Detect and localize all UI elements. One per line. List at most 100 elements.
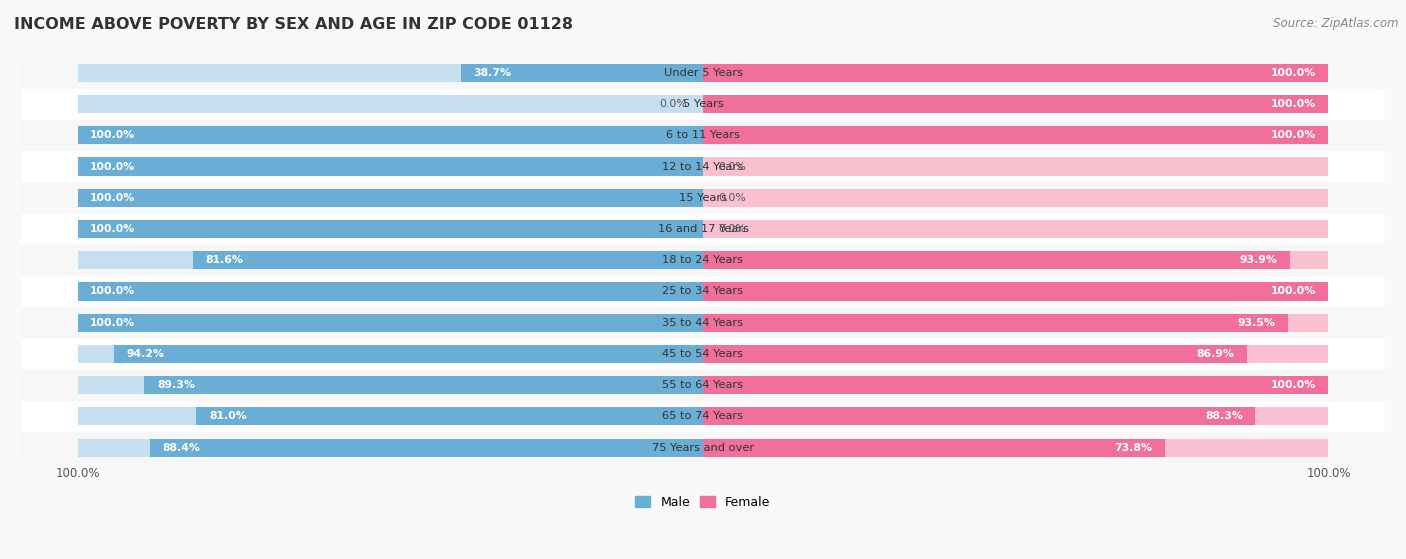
Text: 100.0%: 100.0% — [90, 286, 135, 296]
Text: 25 to 34 Years: 25 to 34 Years — [662, 286, 744, 296]
Bar — [150, 439, 703, 457]
Bar — [77, 345, 703, 363]
FancyBboxPatch shape — [21, 151, 1385, 182]
FancyBboxPatch shape — [21, 245, 1385, 276]
Text: 0.0%: 0.0% — [718, 224, 747, 234]
Bar — [77, 408, 703, 425]
Bar — [77, 95, 703, 113]
FancyBboxPatch shape — [21, 338, 1385, 369]
FancyBboxPatch shape — [21, 57, 1385, 88]
Bar — [77, 189, 703, 207]
Bar — [703, 345, 1329, 363]
Text: 45 to 54 Years: 45 to 54 Years — [662, 349, 744, 359]
Bar — [703, 314, 1329, 331]
Bar — [703, 439, 1329, 457]
Text: 93.5%: 93.5% — [1237, 318, 1275, 328]
Bar — [77, 314, 703, 331]
FancyBboxPatch shape — [21, 432, 1385, 463]
Bar — [77, 64, 703, 82]
Text: 15 Years: 15 Years — [679, 193, 727, 203]
Text: 100.0%: 100.0% — [1271, 380, 1316, 390]
Bar — [703, 126, 1329, 144]
Text: 12 to 14 Years: 12 to 14 Years — [662, 162, 744, 172]
Bar — [703, 95, 1329, 113]
Bar — [703, 126, 1329, 144]
Text: 100.0%: 100.0% — [90, 318, 135, 328]
Bar — [703, 251, 1329, 269]
Text: 100.0%: 100.0% — [1271, 130, 1316, 140]
Text: 0.0%: 0.0% — [718, 162, 747, 172]
Bar — [77, 282, 703, 301]
Text: 89.3%: 89.3% — [157, 380, 195, 390]
Bar — [703, 189, 1329, 207]
Bar — [703, 64, 1329, 82]
FancyBboxPatch shape — [21, 401, 1385, 432]
FancyBboxPatch shape — [21, 307, 1385, 338]
Bar — [703, 64, 1329, 82]
FancyBboxPatch shape — [21, 276, 1385, 307]
Bar — [703, 158, 1329, 176]
Bar — [77, 126, 703, 144]
Text: 94.2%: 94.2% — [127, 349, 165, 359]
Text: 38.7%: 38.7% — [474, 68, 512, 78]
Bar — [703, 95, 1329, 113]
Text: 88.4%: 88.4% — [163, 443, 201, 453]
Bar — [703, 251, 1291, 269]
Text: 100.0%: 100.0% — [90, 224, 135, 234]
Text: 55 to 64 Years: 55 to 64 Years — [662, 380, 744, 390]
Bar — [77, 126, 703, 144]
Legend: Male, Female: Male, Female — [630, 491, 776, 514]
Bar — [703, 376, 1329, 394]
FancyBboxPatch shape — [21, 182, 1385, 214]
Bar — [77, 251, 703, 269]
FancyBboxPatch shape — [21, 214, 1385, 245]
Bar — [703, 408, 1256, 425]
Bar — [703, 439, 1164, 457]
Bar — [703, 314, 1288, 331]
Text: 100.0%: 100.0% — [90, 193, 135, 203]
Text: 75 Years and over: 75 Years and over — [652, 443, 754, 453]
Bar — [77, 314, 703, 331]
Text: 81.0%: 81.0% — [209, 411, 246, 421]
Bar — [77, 158, 703, 176]
Text: 65 to 74 Years: 65 to 74 Years — [662, 411, 744, 421]
Text: 100.0%: 100.0% — [1306, 467, 1351, 480]
FancyBboxPatch shape — [21, 120, 1385, 151]
Bar — [77, 220, 703, 238]
Text: 73.8%: 73.8% — [1114, 443, 1152, 453]
Text: 16 and 17 Years: 16 and 17 Years — [658, 224, 748, 234]
Text: 100.0%: 100.0% — [1271, 68, 1316, 78]
Bar — [145, 376, 703, 394]
Text: 0.0%: 0.0% — [659, 99, 688, 109]
Bar — [703, 376, 1329, 394]
Text: 100.0%: 100.0% — [90, 130, 135, 140]
Bar — [703, 408, 1329, 425]
Text: 93.9%: 93.9% — [1240, 255, 1278, 265]
Bar — [77, 282, 703, 301]
Text: 86.9%: 86.9% — [1197, 349, 1234, 359]
Text: 0.0%: 0.0% — [718, 193, 747, 203]
Text: 18 to 24 Years: 18 to 24 Years — [662, 255, 744, 265]
FancyBboxPatch shape — [21, 88, 1385, 120]
Bar — [77, 376, 703, 394]
Bar — [193, 251, 703, 269]
Bar — [77, 189, 703, 207]
Text: Under 5 Years: Under 5 Years — [664, 68, 742, 78]
Text: 100.0%: 100.0% — [55, 467, 100, 480]
Bar — [197, 408, 703, 425]
Bar — [77, 439, 703, 457]
Bar — [77, 158, 703, 176]
FancyBboxPatch shape — [21, 369, 1385, 401]
Text: 5 Years: 5 Years — [683, 99, 723, 109]
Bar — [703, 345, 1247, 363]
Bar — [461, 64, 703, 82]
Text: INCOME ABOVE POVERTY BY SEX AND AGE IN ZIP CODE 01128: INCOME ABOVE POVERTY BY SEX AND AGE IN Z… — [14, 17, 574, 32]
Text: 35 to 44 Years: 35 to 44 Years — [662, 318, 744, 328]
Text: 6 to 11 Years: 6 to 11 Years — [666, 130, 740, 140]
Text: 100.0%: 100.0% — [1271, 99, 1316, 109]
Text: 100.0%: 100.0% — [90, 162, 135, 172]
Text: 81.6%: 81.6% — [205, 255, 243, 265]
Text: 88.3%: 88.3% — [1205, 411, 1243, 421]
Bar — [703, 282, 1329, 301]
Bar — [703, 282, 1329, 301]
